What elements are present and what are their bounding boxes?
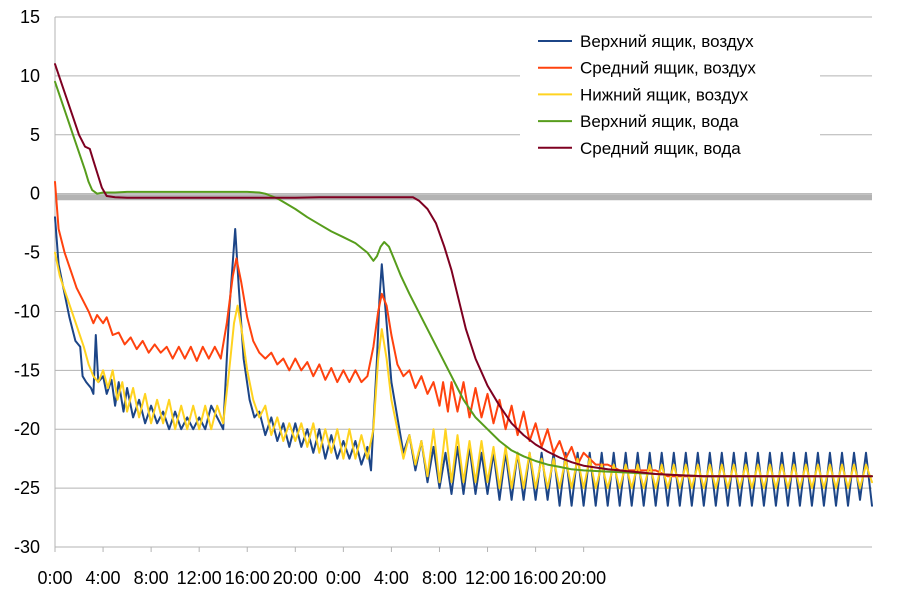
x-tick-label: 4:00 — [374, 568, 409, 588]
series-line-2 — [54, 180, 873, 478]
y-tick-label: 15 — [20, 7, 40, 27]
tick-labels: 15 10 5 0 -5 -10 -15 -20 -25 -30 0:00 4:00 8:00 12:00… — [14, 7, 606, 588]
x-tick-label: 8:00 — [134, 568, 169, 588]
legend-entry: Верхний ящик, вода — [580, 112, 739, 131]
series-line-5 — [54, 63, 873, 478]
y-tick-label: -5 — [24, 243, 40, 263]
legend-entry: Верхний ящик, воздух — [580, 32, 754, 51]
legend-entry: Нижний ящик, воздух — [580, 85, 749, 104]
series-lines — [54, 63, 873, 507]
y-tick-label: 5 — [30, 125, 40, 145]
legend: Верхний ящик, воздух Средний ящик, воздух… — [520, 22, 820, 170]
x-tick-label: 0:00 — [326, 568, 361, 588]
y-tick-label: -25 — [14, 478, 40, 498]
legend-box — [520, 22, 820, 170]
x-tick-label: 0:00 — [37, 568, 72, 588]
series-line-4 — [54, 80, 873, 478]
legend-entry: Средний ящик, воздух — [580, 59, 756, 78]
x-tick-label: 12:00 — [177, 568, 222, 588]
x-tick-label: 12:00 — [465, 568, 510, 588]
series-line-1 — [54, 216, 873, 507]
y-tick-label: 0 — [30, 184, 40, 204]
x-tick-label: 8:00 — [422, 568, 457, 588]
x-tick-label: 16:00 — [225, 568, 270, 588]
x-tick-label: 20:00 — [273, 568, 318, 588]
x-tick-label: 4:00 — [86, 568, 121, 588]
y-tick-label: -30 — [14, 537, 40, 557]
y-tick-label: -10 — [14, 301, 40, 321]
x-tick-label: 20:00 — [561, 568, 606, 588]
x-tick-label: 16:00 — [513, 568, 558, 588]
axes — [54, 17, 872, 552]
y-tick-label: 10 — [20, 66, 40, 86]
series-line-3 — [54, 251, 873, 490]
legend-entry: Средний ящик, вода — [580, 139, 741, 158]
y-tick-label: -20 — [14, 419, 40, 439]
y-tick-label: -15 — [14, 360, 40, 380]
